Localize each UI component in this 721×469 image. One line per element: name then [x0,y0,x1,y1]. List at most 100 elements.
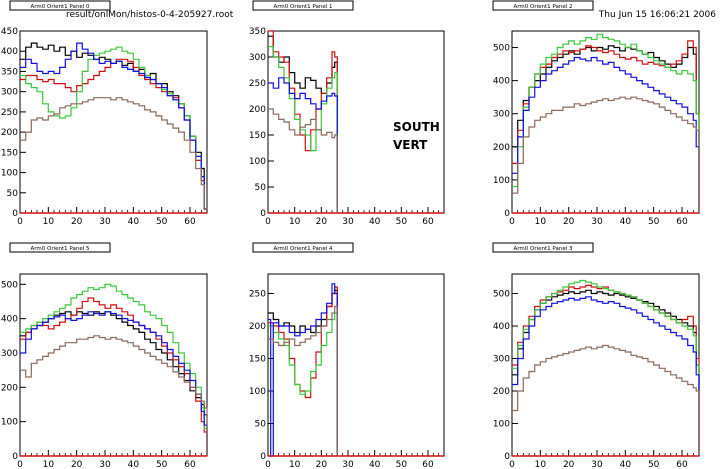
panel-title-box [492,0,594,11]
x-tick-label: 60 [676,217,688,227]
histogram-panel: Arm0 Orient1 Panel 4 0 10 20 30 40 50 60 0 50 100 1… [249,242,445,469]
x-tick-label: 10 [289,460,301,469]
y-tick-label: 200 [249,105,266,115]
x-tick-label: 30 [342,460,354,469]
panel-title: Arm0 Orient1 Panel 5 [30,246,90,252]
y-tick-label: 0 [12,452,18,462]
histogram-series-blue [512,296,700,456]
y-tick-label: 200 [1,383,18,393]
x-tick-label: 40 [128,217,140,227]
histogram-series-black [512,45,700,213]
panel-title: Arm0 Orient1 Panel 1 [273,4,332,10]
x-tick-label: 50 [648,217,660,227]
x-tick-label: 20 [71,217,83,227]
x-tick-label: 20 [563,460,575,469]
plot-frame [511,30,700,214]
x-tick-label: 40 [369,460,381,469]
y-tick-label: 100 [1,169,18,179]
histogram-series-brown [268,305,338,456]
histogram-series-blue [512,56,700,213]
histogram-series-green [20,46,208,213]
x-tick-label: 40 [128,460,140,469]
histogram-series-blue [20,311,208,456]
histogram-panel: Arm0 Orient1 Panel 2 0 10 20 30 40 50 60 0 100 200… [492,0,700,227]
x-tick-label: 50 [396,217,408,227]
x-tick-label: 40 [620,217,632,227]
histogram-series-green [268,312,338,456]
x-tick-label: 20 [316,460,328,469]
y-tick-label: 50 [255,420,267,430]
y-tick-label: 0 [504,452,510,462]
timestamp: Thu Jun 15 16:06:21 2006 [598,10,716,20]
histogram-panel: Arm0 Orient1 Panel 1 0 10 20 30 40 50 60 0 50 100 1… [249,0,445,227]
x-tick-label: 30 [99,217,111,227]
annotation-south: SOUTH [393,120,440,134]
file-label: result/onlMon/histos-0-4-205927.root [66,10,234,20]
y-tick-label: 300 [1,88,18,98]
histogram-series-black [20,311,208,456]
y-tick-label: 150 [1,148,18,158]
x-tick-label: 30 [99,460,111,469]
y-tick-label: 300 [249,53,266,63]
y-tick-label: 450 [1,27,18,37]
y-tick-label: 400 [493,322,510,332]
y-tick-label: 200 [1,128,18,138]
panel-title: Arm0 Orient1 Panel 2 [513,4,572,10]
y-tick-label: 350 [1,67,18,77]
y-tick-label: 100 [249,157,266,167]
y-tick-label: 200 [493,387,510,397]
y-tick-label: 0 [260,452,266,462]
y-tick-label: 350 [249,27,266,37]
x-tick-label: 0 [265,217,271,227]
panel-title-box [492,242,594,253]
panel-title-box [252,0,354,11]
histogram-series-brown [512,96,700,213]
y-tick-label: 50 [255,183,267,193]
x-tick-label: 0 [509,460,515,469]
panel-title: Arm0 Orient1 Panel 4 [273,246,333,252]
x-tick-label: 50 [396,460,408,469]
y-tick-label: 300 [493,110,510,120]
panel-title-box [9,242,111,253]
y-tick-label: 250 [249,79,266,89]
histogram-series-red [20,297,208,456]
y-tick-label: 0 [260,209,266,219]
x-tick-label: 60 [422,217,434,227]
x-tick-label: 50 [156,460,168,469]
y-tick-label: 100 [493,176,510,186]
x-tick-label: 50 [156,217,168,227]
y-tick-label: 200 [493,143,510,153]
x-tick-label: 20 [316,217,328,227]
y-tick-label: 300 [1,349,18,359]
histogram-series-brown [268,108,338,213]
histogram-series-red [268,30,338,213]
x-tick-label: 0 [509,217,515,227]
x-tick-label: 60 [422,460,434,469]
histogram-panel: Arm0 Orient1 Panel 5 0 10 20 30 40 50 60 0 100 200… [1,242,208,469]
histogram-panel: Arm0 Orient1 Panel 3 0 10 20 30 40 50 60 0 100 200… [492,242,700,469]
histogram-series-brown [512,344,700,456]
y-tick-label: 500 [1,280,18,290]
x-tick-label: 10 [289,217,301,227]
panel-title: Arm0 Orient1 Panel 0 [30,4,90,10]
x-tick-label: 10 [535,460,547,469]
histogram-series-green [512,279,700,456]
plot-frame [19,30,208,214]
x-tick-label: 30 [342,217,354,227]
x-tick-label: 30 [591,460,603,469]
panel-title-box [9,0,111,11]
y-tick-label: 150 [249,131,266,141]
y-tick-label: 400 [1,47,18,57]
y-tick-label: 50 [7,189,19,199]
histogram-series-blue [20,42,208,213]
x-tick-label: 0 [265,460,271,469]
y-tick-label: 0 [504,209,510,219]
x-tick-label: 0 [17,460,23,469]
x-tick-label: 60 [184,460,196,469]
x-tick-label: 60 [676,460,688,469]
x-tick-label: 60 [184,217,196,227]
y-tick-label: 250 [1,108,18,118]
y-tick-label: 200 [249,322,266,332]
histogram-series-blue [268,283,338,457]
